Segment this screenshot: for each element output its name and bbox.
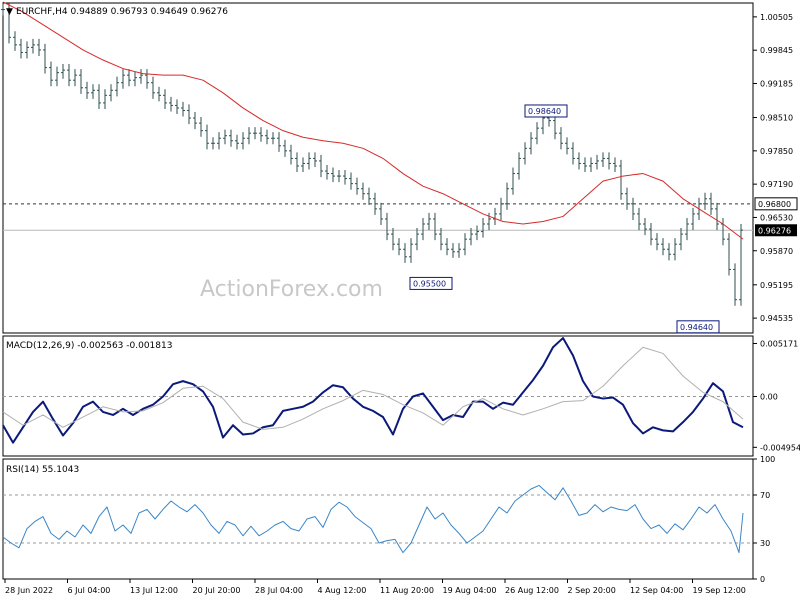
watermark-text: ActionForex.com xyxy=(200,277,383,302)
x-tick-label: 28 Jul 04:00 xyxy=(255,586,303,595)
x-tick-label: 4 Aug 12:00 xyxy=(318,586,367,595)
macd-layer xyxy=(2,337,753,444)
price-header-arrow: ▼ xyxy=(6,7,13,17)
annotation-box xyxy=(524,104,568,118)
level-label: 0.96800 xyxy=(758,200,791,209)
rsi-layer xyxy=(2,484,753,554)
x-tick-label: 26 Aug 12:00 xyxy=(505,586,559,595)
y-tick-label: 70 xyxy=(760,491,770,500)
macd-title: MACD(12,26,9) -0.002563 -0.001813 xyxy=(6,341,172,351)
y-tick-label: 0.95195 xyxy=(760,281,793,290)
x-tick-label: 11 Aug 20:00 xyxy=(380,586,434,595)
x-tick-label: 20 Jul 20:00 xyxy=(193,586,241,595)
y-tick-label: 0.005171 xyxy=(760,339,798,348)
macd-panel-frame xyxy=(2,335,754,457)
rsi-panel-frame xyxy=(2,458,754,580)
level-label-box xyxy=(754,197,798,211)
x-tick-label: 19 Aug 04:00 xyxy=(443,586,497,595)
annotation-label: 0.95500 xyxy=(413,279,446,288)
y-tick-label: 0.99845 xyxy=(760,46,793,55)
macd-signal-line xyxy=(2,346,744,430)
y-tick-label: 0.98510 xyxy=(760,114,793,123)
x-tick-label: 28 Jun 2022 xyxy=(5,586,53,595)
y-tick-label: 0.00 xyxy=(760,393,778,402)
y-tick-label: 30 xyxy=(760,539,770,548)
annotation-box xyxy=(676,320,720,334)
y-tick-label: 0 xyxy=(760,575,765,584)
x-tick-label: 19 Sep 12:00 xyxy=(693,586,746,595)
y-tick-label: -0.004954 xyxy=(760,443,800,452)
axis-layer: 1.00505 0.99845 0.99185 0.98510 0.97850 0.971… xyxy=(4,13,800,595)
y-tick-label: 0.97850 xyxy=(760,147,793,156)
price-panel-frame xyxy=(2,2,754,334)
x-tick-label: 2 Sep 20:00 xyxy=(568,586,616,595)
y-tick-label: 0.97190 xyxy=(760,180,793,189)
y-tick-label: 100 xyxy=(760,455,775,464)
annotation-box xyxy=(409,276,453,290)
annotation-label: 0.98640 xyxy=(528,107,561,116)
x-tick-label: 6 Jul 04:00 xyxy=(68,586,111,595)
y-tick-label: 1.00505 xyxy=(760,13,793,22)
current-price-box xyxy=(755,224,797,237)
level-label: 0.96276 xyxy=(758,226,791,235)
x-tick-label: 12 Sep 04:00 xyxy=(630,586,683,595)
y-tick-label: 0.94535 xyxy=(760,314,793,323)
rsi-line xyxy=(2,484,744,554)
y-tick-label: 0.99185 xyxy=(760,79,793,88)
annotation-label: 0.94640 xyxy=(680,323,713,332)
price-layer: 0.98640 0.95500 0.94640 xyxy=(1,1,753,334)
y-tick-label: 0.95870 xyxy=(760,247,793,256)
macd-line xyxy=(2,337,744,444)
rsi-title: RSI(14) 55.1043 xyxy=(6,465,79,475)
sma-line xyxy=(2,1,744,240)
y-tick-label: 0.96530 xyxy=(760,213,793,222)
price-chart-title: EURCHF,H4 0.94889 0.96793 0.94649 0.9627… xyxy=(16,7,228,17)
x-tick-label: 13 Jul 12:00 xyxy=(130,586,178,595)
